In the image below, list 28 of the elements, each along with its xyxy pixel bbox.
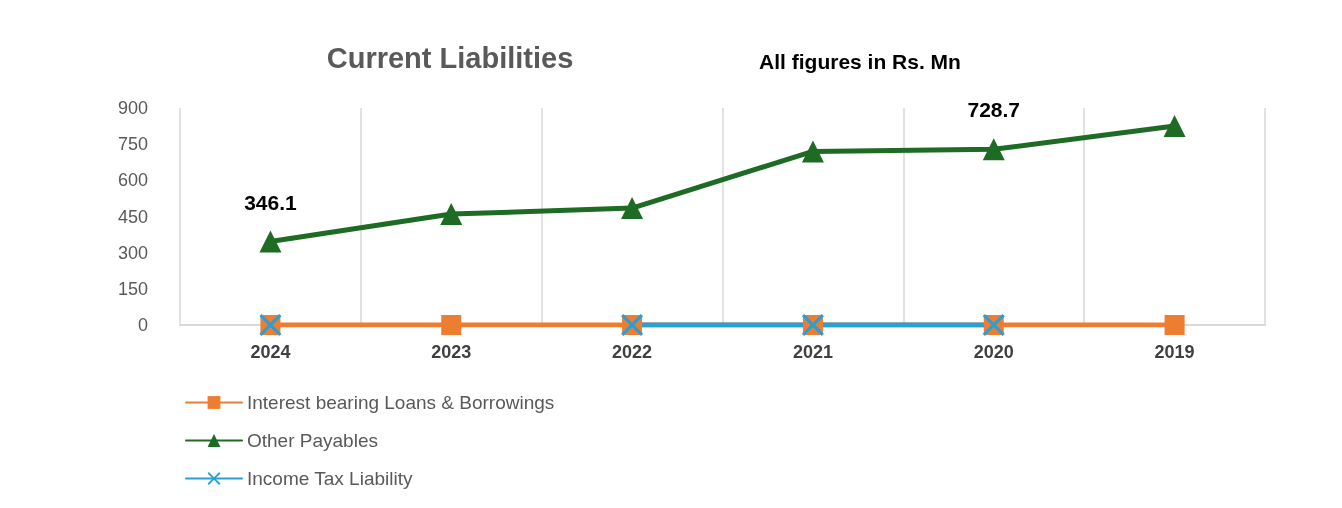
legend-label: Other Payables [247, 430, 378, 451]
point [801, 140, 824, 163]
y-tick-label: 900 [117, 98, 148, 118]
x-tick-label: 2019 [1154, 342, 1195, 362]
y-tick-label: 750 [117, 134, 148, 155]
point [440, 203, 463, 226]
point [441, 315, 462, 335]
point [1163, 115, 1186, 138]
x-tick-label: 2020 [973, 342, 1014, 362]
chart-subtitle: All figures in Rs. Mn [759, 50, 961, 73]
data-label: 346.1 [244, 190, 298, 214]
legend-label: Income Tax Liability [247, 468, 413, 489]
x-tick-label: 2022 [612, 342, 653, 362]
y-tick-label: 0 [137, 315, 148, 335]
point [982, 138, 1005, 161]
point [1164, 315, 1185, 335]
legend-label: Interest bearing Loans & Borrowings [247, 392, 555, 413]
x-tick-label: 2024 [250, 342, 291, 362]
point [259, 230, 282, 253]
point [621, 197, 644, 220]
x-tick-label: 2023 [431, 342, 472, 362]
y-tick-label: 150 [117, 278, 148, 299]
y-tick-label: 450 [117, 206, 148, 227]
y-tick-label: 600 [117, 170, 148, 191]
chart-title: Current Liabilities [326, 41, 574, 74]
x-tick-label: 2021 [792, 342, 833, 362]
y-tick-label: 300 [117, 242, 148, 263]
data-label: 728.7 [967, 98, 1021, 122]
